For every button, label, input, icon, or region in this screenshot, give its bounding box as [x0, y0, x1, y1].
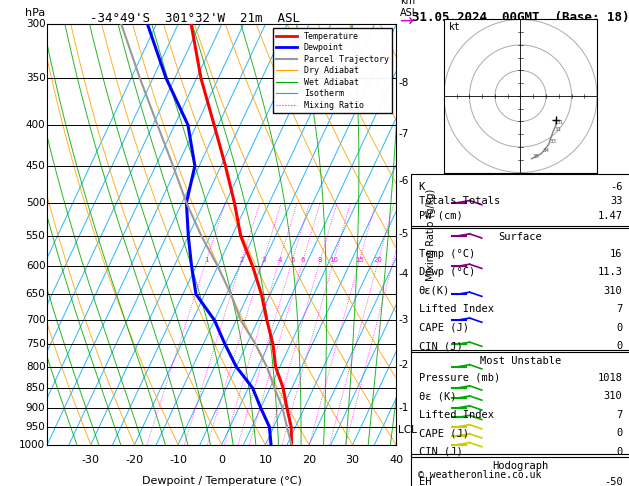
Text: 850: 850 [26, 383, 45, 393]
Text: 600: 600 [26, 261, 45, 271]
Text: 11.3: 11.3 [598, 267, 623, 278]
Text: Dewpoint / Temperature (°C): Dewpoint / Temperature (°C) [142, 476, 302, 486]
Text: -2: -2 [398, 360, 408, 369]
Text: 0: 0 [616, 341, 623, 351]
Text: 8: 8 [318, 258, 323, 263]
Text: -4: -4 [398, 269, 408, 279]
Text: 7: 7 [616, 304, 623, 314]
Text: 30: 30 [345, 455, 360, 465]
Text: 20: 20 [374, 258, 383, 263]
Text: Lifted Index: Lifted Index [418, 410, 494, 420]
Text: hPa: hPa [25, 8, 45, 18]
Text: km
ASL: km ASL [400, 0, 418, 18]
Text: CIN (J): CIN (J) [418, 341, 462, 351]
Text: -8: -8 [398, 78, 408, 88]
Text: 800: 800 [26, 362, 45, 372]
Text: θε(K): θε(K) [418, 286, 450, 296]
Text: CIN (J): CIN (J) [418, 447, 462, 457]
Text: 35: 35 [533, 154, 540, 158]
Text: 1000: 1000 [19, 440, 45, 450]
Text: 0: 0 [616, 428, 623, 438]
Text: 1.47: 1.47 [598, 211, 623, 221]
Text: 310: 310 [604, 391, 623, 401]
Text: Temp (°C): Temp (°C) [418, 249, 475, 259]
Text: 3: 3 [261, 258, 265, 263]
Text: →: → [399, 13, 413, 31]
Text: 500: 500 [26, 198, 45, 208]
Text: -3: -3 [398, 315, 408, 325]
Text: 16: 16 [610, 249, 623, 259]
Text: Mixing Ratio (g/kg): Mixing Ratio (g/kg) [426, 189, 436, 280]
Text: PW (cm): PW (cm) [418, 211, 462, 221]
Text: 40: 40 [389, 455, 403, 465]
Text: 310: 310 [604, 286, 623, 296]
Text: 350: 350 [26, 73, 45, 83]
Text: 10: 10 [330, 258, 338, 263]
Text: 15: 15 [355, 258, 364, 263]
Text: 10: 10 [259, 455, 272, 465]
Text: 1018: 1018 [598, 373, 623, 383]
Text: 5: 5 [290, 258, 294, 263]
Text: K: K [418, 182, 425, 192]
Text: 300: 300 [26, 19, 45, 29]
Text: -30: -30 [82, 455, 100, 465]
Text: kt: kt [449, 22, 461, 32]
Text: 750: 750 [26, 339, 45, 349]
Text: -10: -10 [169, 455, 187, 465]
Text: 6: 6 [301, 258, 305, 263]
Text: 900: 900 [26, 403, 45, 413]
Text: 7: 7 [616, 410, 623, 420]
Text: 4: 4 [277, 258, 282, 263]
Text: 31: 31 [557, 120, 564, 125]
Text: -7: -7 [398, 129, 408, 139]
Legend: Temperature, Dewpoint, Parcel Trajectory, Dry Adiabat, Wet Adiabat, Isotherm, Mi: Temperature, Dewpoint, Parcel Trajectory… [273, 29, 392, 113]
Text: 31: 31 [554, 127, 561, 132]
Text: 2: 2 [240, 258, 244, 263]
Text: LCL: LCL [398, 425, 417, 435]
Text: Lifted Index: Lifted Index [418, 304, 494, 314]
Text: -34°49'S  301°32'W  21m  ASL: -34°49'S 301°32'W 21m ASL [90, 12, 300, 25]
Text: 0: 0 [218, 455, 225, 465]
Text: 33: 33 [550, 139, 557, 144]
Text: -50: -50 [604, 477, 623, 486]
Text: 34: 34 [543, 148, 550, 153]
Text: 950: 950 [26, 422, 45, 432]
Text: Totals Totals: Totals Totals [418, 196, 500, 207]
Text: -20: -20 [125, 455, 143, 465]
Text: EH: EH [418, 477, 431, 486]
Text: Surface: Surface [499, 232, 542, 243]
Text: 0: 0 [616, 447, 623, 457]
Text: 20: 20 [302, 455, 316, 465]
Text: -5: -5 [398, 229, 408, 239]
Text: Pressure (mb): Pressure (mb) [418, 373, 500, 383]
Text: Most Unstable: Most Unstable [480, 356, 561, 366]
Text: CAPE (J): CAPE (J) [418, 323, 469, 333]
Text: 1: 1 [204, 258, 209, 263]
Text: -1: -1 [398, 403, 408, 413]
Text: 33: 33 [610, 196, 623, 207]
Text: 0: 0 [616, 323, 623, 333]
Text: θε (K): θε (K) [418, 391, 456, 401]
Text: 31.05.2024  00GMT  (Base: 18): 31.05.2024 00GMT (Base: 18) [412, 11, 629, 24]
Text: 400: 400 [26, 120, 45, 130]
Text: Hodograph: Hodograph [493, 461, 548, 471]
Text: Dewp (°C): Dewp (°C) [418, 267, 475, 278]
Text: 700: 700 [26, 315, 45, 325]
Text: 650: 650 [26, 289, 45, 299]
Text: CAPE (J): CAPE (J) [418, 428, 469, 438]
Text: 550: 550 [26, 231, 45, 241]
Text: -6: -6 [398, 176, 408, 186]
Text: -6: -6 [610, 182, 623, 192]
Text: 450: 450 [26, 161, 45, 171]
Text: © weatheronline.co.uk: © weatheronline.co.uk [418, 470, 542, 480]
